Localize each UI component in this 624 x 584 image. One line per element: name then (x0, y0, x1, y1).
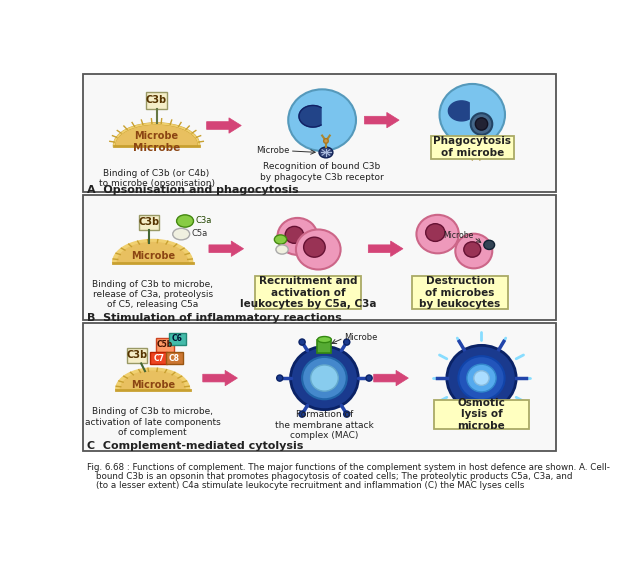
Polygon shape (299, 106, 321, 127)
Ellipse shape (318, 336, 331, 343)
Circle shape (299, 411, 305, 417)
Text: C6: C6 (172, 334, 183, 343)
Bar (84, 195, 556, 321)
Text: C5a: C5a (192, 229, 208, 238)
Ellipse shape (447, 345, 516, 411)
Bar (84, 74, 556, 192)
Ellipse shape (459, 356, 505, 400)
Circle shape (299, 339, 305, 345)
Circle shape (344, 339, 350, 345)
Polygon shape (368, 241, 403, 256)
Bar (139, 215, 159, 230)
Text: Fig. 6.68 : Functions of complement. The major functions of the complement syste: Fig. 6.68 : Functions of complement. The… (87, 463, 610, 472)
Ellipse shape (296, 230, 341, 269)
Circle shape (470, 113, 492, 135)
Circle shape (366, 375, 372, 381)
Ellipse shape (177, 215, 193, 227)
Polygon shape (115, 368, 190, 390)
Ellipse shape (114, 123, 199, 168)
Polygon shape (120, 371, 185, 390)
Ellipse shape (464, 242, 480, 257)
Text: C3a: C3a (196, 215, 212, 225)
Text: Microbe: Microbe (133, 143, 180, 153)
Text: Microbe: Microbe (135, 131, 178, 141)
Bar (146, 92, 167, 109)
Bar (156, 338, 174, 352)
Ellipse shape (474, 371, 489, 385)
Text: C7: C7 (154, 353, 164, 363)
Bar (434, 399, 529, 429)
Text: Binding of C3b to microbe,
activation of late components
of complement: Binding of C3b to microbe, activation of… (85, 408, 221, 437)
Text: Phagocytosis
of microbe: Phagocytosis of microbe (433, 136, 511, 158)
Text: Recognition of bound C3b
by phagocyte C3b receptor: Recognition of bound C3b by phagocyte C3… (260, 162, 384, 182)
Ellipse shape (416, 215, 459, 253)
Text: Binding of C3b (or C4b)
to microbe (opsonisation): Binding of C3b (or C4b) to microbe (opso… (99, 169, 215, 188)
Circle shape (474, 151, 479, 155)
Polygon shape (364, 113, 399, 128)
Bar (318, 339, 331, 353)
Text: Microbe: Microbe (344, 333, 377, 342)
Ellipse shape (173, 228, 190, 240)
Text: Microbe: Microbe (130, 252, 175, 262)
Text: Formation of
the membrane attack
complex (MAC): Formation of the membrane attack complex… (275, 411, 374, 440)
Polygon shape (116, 126, 197, 145)
Ellipse shape (319, 147, 333, 158)
Bar (412, 276, 509, 309)
Text: bound C3b is an opsonin that promotes phagocytosis of coated cells; The proteoly: bound C3b is an opsonin that promotes ph… (97, 472, 573, 481)
Ellipse shape (302, 357, 347, 399)
Text: Osmotic
lysis of
microbe: Osmotic lysis of microbe (457, 398, 505, 431)
Polygon shape (209, 241, 243, 256)
Text: (to a lesser extent) C4a stimulate leukocyte recruitment and inflammation (C) th: (to a lesser extent) C4a stimulate leuko… (97, 481, 525, 490)
Circle shape (276, 375, 283, 381)
Bar (255, 276, 361, 309)
Ellipse shape (426, 224, 445, 241)
Bar (84, 324, 556, 451)
Ellipse shape (311, 365, 338, 391)
Text: B  Stimulation of inflammatory reactions: B Stimulation of inflammatory reactions (87, 312, 342, 322)
Circle shape (324, 138, 328, 143)
Circle shape (344, 411, 350, 417)
Text: Binding of C3b to microbe,
release of C3a, proteolysis
of C5, releasing C5a: Binding of C3b to microbe, release of C3… (92, 280, 213, 310)
Polygon shape (114, 123, 199, 145)
Bar (150, 352, 167, 364)
Text: Recruitment and
activation of
leukocytes by C5a, C3a: Recruitment and activation of leukocytes… (240, 276, 376, 309)
Text: Destruction
of microbes
by leukocytes: Destruction of microbes by leukocytes (419, 276, 500, 309)
Ellipse shape (467, 364, 496, 392)
Bar (113, 145, 205, 173)
Text: C8: C8 (168, 353, 180, 363)
Text: Microbe: Microbe (130, 380, 175, 390)
Ellipse shape (275, 235, 286, 244)
Ellipse shape (439, 84, 505, 145)
Ellipse shape (456, 234, 492, 269)
Ellipse shape (116, 126, 197, 165)
Text: Microbe: Microbe (256, 147, 290, 155)
Text: C  Complement-mediated cytolysis: C Complement-mediated cytolysis (87, 442, 304, 451)
Ellipse shape (484, 240, 495, 249)
Text: C3b: C3b (139, 217, 159, 227)
Bar (127, 348, 147, 363)
Ellipse shape (291, 346, 358, 409)
Bar (166, 352, 183, 364)
Bar (169, 333, 186, 345)
Circle shape (475, 118, 488, 130)
Text: A  Opsonisation and phagocytosis: A Opsonisation and phagocytosis (87, 185, 299, 195)
Ellipse shape (288, 89, 356, 151)
Text: C5b: C5b (157, 340, 173, 349)
Text: C3b: C3b (127, 350, 148, 360)
Polygon shape (117, 242, 188, 263)
Text: Microbe: Microbe (444, 231, 474, 240)
Text: C3b: C3b (146, 95, 167, 105)
Polygon shape (374, 370, 408, 386)
Polygon shape (207, 118, 241, 133)
Ellipse shape (285, 227, 304, 244)
Ellipse shape (276, 245, 288, 254)
Ellipse shape (304, 237, 325, 257)
Polygon shape (449, 101, 469, 121)
Polygon shape (113, 239, 193, 263)
Bar (431, 135, 514, 159)
Ellipse shape (278, 218, 318, 255)
Polygon shape (203, 370, 237, 386)
